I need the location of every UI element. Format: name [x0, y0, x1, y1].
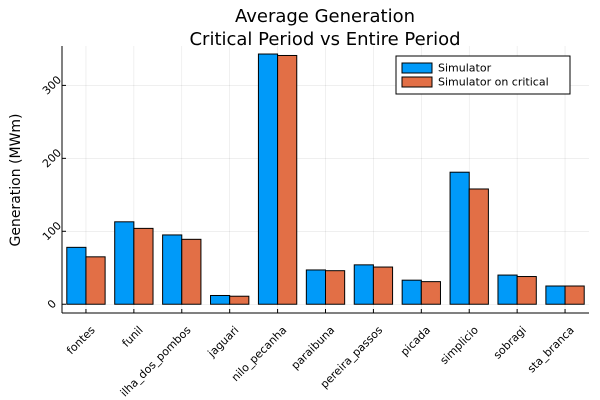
bars: [66, 53, 585, 305]
bar-picada-series-2: [420, 281, 441, 305]
bar-simplicio-series-2: [468, 188, 489, 305]
bar-sobragi-series-2: [516, 276, 537, 305]
y-axis-label: Generation (MWm): [8, 113, 24, 246]
bar-fontes-series-1: [66, 246, 87, 305]
bar-picada-series-1: [401, 279, 422, 305]
bar-jaguari-series-1: [210, 294, 231, 305]
bar-simplicio-series-1: [449, 171, 470, 305]
chart-title: Average Generation: [235, 6, 415, 27]
bar-sta_branca-series-1: [545, 285, 566, 305]
bar-nilo_pecanha-series-2: [277, 54, 298, 305]
bar-nilo_pecanha-series-1: [257, 53, 279, 305]
legend-swatch: [401, 62, 433, 74]
legend-label: Simulator: [438, 62, 492, 75]
bar-sta_branca-series-2: [564, 285, 585, 305]
legend-label: Simulator on critical: [438, 76, 549, 89]
legend-box: [395, 55, 571, 95]
bar-funil-series-1: [114, 221, 135, 305]
bar-paraibuna-series-2: [325, 270, 346, 305]
bar-ilha_dos_pombos-series-2: [181, 238, 202, 305]
bar-sobragi-series-1: [497, 274, 518, 305]
bar-jaguari-series-2: [229, 295, 250, 305]
bar-ilha_dos_pombos-series-1: [162, 234, 183, 305]
bar-pereira_passos-series-2: [372, 266, 394, 305]
chart-subtitle: Critical Period vs Entire Period: [189, 29, 460, 50]
bar-pereira_passos-series-1: [353, 264, 374, 305]
bar-funil-series-2: [133, 227, 154, 305]
bar-paraibuna-series-1: [305, 269, 327, 305]
bar-fontes-series-2: [85, 256, 106, 305]
legend-swatch: [401, 76, 433, 88]
